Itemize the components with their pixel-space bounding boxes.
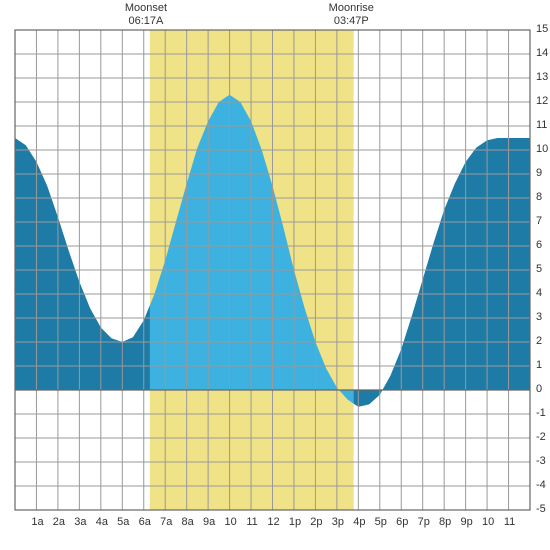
y-tick-label: 14: [536, 47, 548, 59]
x-tick-label: 10: [478, 516, 498, 528]
y-tick-label: 2: [536, 335, 542, 347]
x-tick-label: 2a: [49, 516, 69, 528]
x-tick-label: 7a: [156, 516, 176, 528]
x-tick-label: 1p: [285, 516, 305, 528]
y-tick-label: 5: [536, 263, 542, 275]
x-tick-label: 12: [264, 516, 284, 528]
y-tick-label: -2: [536, 431, 546, 443]
y-tick-label: -1: [536, 407, 546, 419]
y-tick-label: 6: [536, 239, 542, 251]
x-tick-label: 4a: [92, 516, 112, 528]
y-tick-label: 12: [536, 95, 548, 107]
x-tick-label: 6a: [135, 516, 155, 528]
moonset-time: 06:17A: [125, 15, 167, 28]
y-tick-label: -3: [536, 455, 546, 467]
y-tick-label: 11: [536, 119, 547, 131]
y-tick-label: 4: [536, 287, 542, 299]
y-tick-label: -4: [536, 479, 546, 491]
y-tick-label: 10: [536, 143, 548, 155]
x-tick-label: 5p: [371, 516, 391, 528]
x-tick-label: 2p: [306, 516, 326, 528]
x-tick-label: 1a: [27, 516, 47, 528]
chart-svg: [0, 0, 550, 550]
annotation-moonrise: Moonrise 03:47P: [329, 2, 374, 28]
moonset-title: Moonset: [125, 2, 167, 15]
y-tick-label: 13: [536, 71, 548, 83]
x-tick-label: 7p: [414, 516, 434, 528]
x-tick-label: 8a: [178, 516, 198, 528]
y-tick-label: 1: [536, 359, 542, 371]
tide-chart: Moonset 06:17A Moonrise 03:47P 1a2a3a4a5…: [0, 0, 550, 550]
x-tick-label: 3p: [328, 516, 348, 528]
x-tick-label: 6p: [392, 516, 412, 528]
annotation-moonset: Moonset 06:17A: [125, 2, 167, 28]
x-tick-label: 3a: [70, 516, 90, 528]
y-tick-label: 0: [536, 383, 542, 395]
y-tick-label: 15: [536, 23, 548, 35]
y-tick-label: 7: [536, 215, 542, 227]
moonrise-time: 03:47P: [329, 15, 374, 28]
y-tick-label: 3: [536, 311, 542, 323]
x-tick-label: 11: [500, 516, 520, 528]
x-tick-label: 10: [221, 516, 241, 528]
x-tick-label: 8p: [435, 516, 455, 528]
y-tick-label: -5: [536, 503, 546, 515]
x-tick-label: 5a: [113, 516, 133, 528]
x-tick-label: 9a: [199, 516, 219, 528]
x-tick-label: 11: [242, 516, 262, 528]
moonrise-title: Moonrise: [329, 2, 374, 15]
y-tick-label: 8: [536, 191, 542, 203]
x-tick-label: 9p: [457, 516, 477, 528]
y-tick-label: 9: [536, 167, 542, 179]
x-tick-label: 4p: [349, 516, 369, 528]
